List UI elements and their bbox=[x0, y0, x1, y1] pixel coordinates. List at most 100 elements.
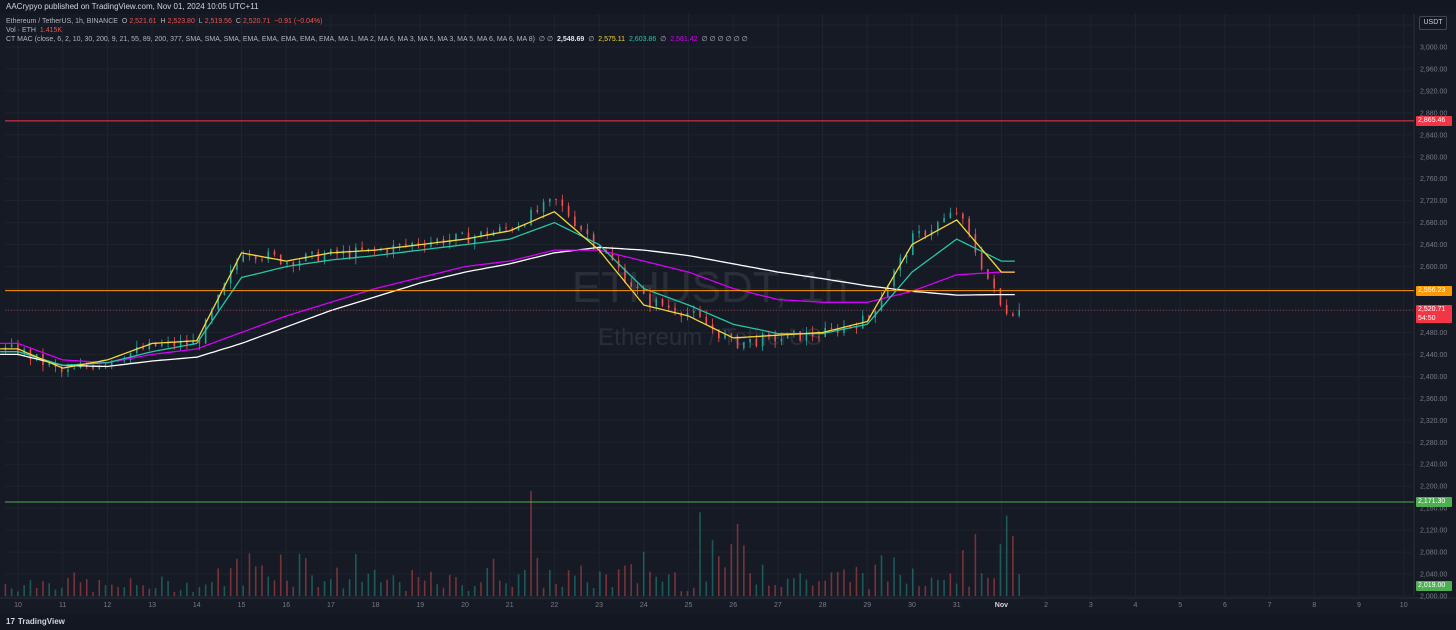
candle-body bbox=[436, 238, 438, 243]
volume-bar bbox=[530, 490, 532, 596]
published-info: AACrypyo published on TradingView.com, N… bbox=[6, 2, 259, 11]
candle-body bbox=[392, 245, 395, 254]
volume-bar bbox=[123, 587, 126, 596]
volume-bar bbox=[649, 571, 651, 596]
candle-body bbox=[254, 256, 257, 260]
volume-bar bbox=[85, 579, 88, 596]
currency-button[interactable]: USDT bbox=[1419, 16, 1447, 30]
volume-bar bbox=[60, 587, 63, 596]
volume-bar bbox=[254, 566, 257, 596]
legend-vol-label[interactable]: Vol · ETH bbox=[6, 27, 36, 34]
legend-indicator[interactable]: CT MAC (close, 6, 2, 10, 30, 200, 9, 21,… bbox=[6, 36, 535, 43]
volume-bar bbox=[599, 571, 601, 596]
brand[interactable]: 17 TradingView bbox=[6, 617, 65, 626]
volume-bar bbox=[987, 577, 989, 596]
ma-value-fast: 2,575.11 bbox=[598, 36, 626, 43]
candle-body bbox=[999, 288, 1002, 305]
candle-body bbox=[630, 282, 632, 287]
price-tick: 2,240.00 bbox=[1420, 462, 1447, 469]
price-tick: 2,200.00 bbox=[1420, 484, 1447, 491]
volume-bar bbox=[861, 573, 864, 596]
candle-body bbox=[768, 334, 770, 336]
candle-body bbox=[549, 198, 551, 202]
ma-value-slow: 2,581.42 bbox=[670, 36, 698, 43]
candle-body bbox=[661, 299, 664, 306]
candle-body bbox=[680, 313, 683, 317]
volume-bar bbox=[236, 558, 238, 596]
candle-body bbox=[323, 254, 326, 262]
time-tick: 16 bbox=[282, 602, 290, 609]
chart-canvas[interactable]: ETHUSDT, 1h Ethereum / TetherUS 3,040.00… bbox=[0, 0, 1456, 614]
time-tick: 10 bbox=[14, 602, 22, 609]
volume-bar bbox=[1012, 535, 1014, 596]
legend-change: −0.91 (−0.04%) bbox=[274, 18, 323, 25]
candle-body bbox=[636, 286, 639, 289]
candle-body bbox=[248, 255, 251, 257]
volume-bar bbox=[686, 591, 689, 596]
volume-bar bbox=[949, 573, 952, 596]
volume-bar bbox=[35, 587, 38, 596]
volume-bar bbox=[605, 574, 607, 596]
volume-bar bbox=[298, 553, 301, 596]
volume-bar bbox=[129, 578, 132, 596]
volume-bar bbox=[780, 587, 783, 596]
candle-body bbox=[355, 247, 357, 259]
volume-bar bbox=[336, 567, 338, 596]
volume-bar bbox=[330, 579, 332, 596]
time-tick: 26 bbox=[729, 602, 737, 609]
volume-bar bbox=[405, 590, 407, 596]
volume-bar bbox=[999, 544, 1002, 596]
volume-level-label: 2,019.00 bbox=[1416, 580, 1452, 591]
volume-bar bbox=[1018, 574, 1020, 596]
time-tick: 5 bbox=[1178, 602, 1182, 609]
volume-bar bbox=[73, 572, 76, 596]
candle-body bbox=[173, 341, 176, 347]
volume-bar bbox=[229, 568, 232, 596]
legend-low: 2,519.56 bbox=[204, 18, 232, 25]
candle-body bbox=[655, 299, 658, 306]
price-tick: 2,120.00 bbox=[1420, 528, 1447, 535]
price-tick: 2,800.00 bbox=[1420, 154, 1447, 161]
candle-body bbox=[886, 286, 889, 298]
volume-bar bbox=[148, 588, 151, 596]
volume-bar bbox=[768, 585, 770, 596]
volume-bar bbox=[279, 554, 282, 596]
candle-body bbox=[530, 209, 532, 226]
price-tick: 2,000.00 bbox=[1420, 594, 1447, 601]
candle-body bbox=[987, 269, 989, 279]
candle-body bbox=[405, 244, 407, 246]
candle-body bbox=[943, 217, 945, 223]
last-price-label: 2,520.71 54:50 bbox=[1416, 305, 1452, 324]
candle-body bbox=[517, 226, 520, 231]
candle-body bbox=[148, 342, 151, 350]
price-tick: 2,360.00 bbox=[1420, 396, 1447, 403]
volume-bar bbox=[304, 558, 307, 596]
price-tick: 2,480.00 bbox=[1420, 330, 1447, 337]
time-tick: 3 bbox=[1089, 602, 1093, 609]
volume-bar bbox=[799, 573, 801, 596]
candle-body bbox=[236, 261, 238, 270]
legend-symbol[interactable]: Ethereum / TetherUS, 1h, BINANCE bbox=[6, 18, 118, 25]
candle-body bbox=[217, 294, 219, 310]
candle-body bbox=[267, 251, 270, 260]
volume-bar bbox=[561, 587, 564, 596]
candle-body bbox=[830, 327, 833, 329]
volume-bar bbox=[161, 576, 163, 596]
candle-body bbox=[974, 234, 977, 253]
ma-mid-line bbox=[0, 221, 1015, 367]
time-tick: 13 bbox=[148, 602, 156, 609]
candle-body bbox=[574, 216, 576, 227]
price-axis: 3,040.003,000.002,960.002,920.002,880.00… bbox=[1420, 22, 1447, 600]
candle-body bbox=[937, 222, 939, 231]
candle-body bbox=[567, 205, 570, 217]
volume-bar bbox=[793, 578, 795, 596]
price-tick: 2,880.00 bbox=[1420, 110, 1447, 117]
candle-body bbox=[761, 334, 764, 347]
tradingview-logo-icon: 17 bbox=[6, 617, 15, 626]
volume-bar bbox=[348, 579, 351, 596]
candle-body bbox=[542, 201, 545, 212]
volume-bar bbox=[980, 573, 983, 596]
volume-bar bbox=[868, 589, 870, 596]
volume-bar bbox=[743, 545, 745, 596]
candle-body bbox=[805, 331, 808, 341]
